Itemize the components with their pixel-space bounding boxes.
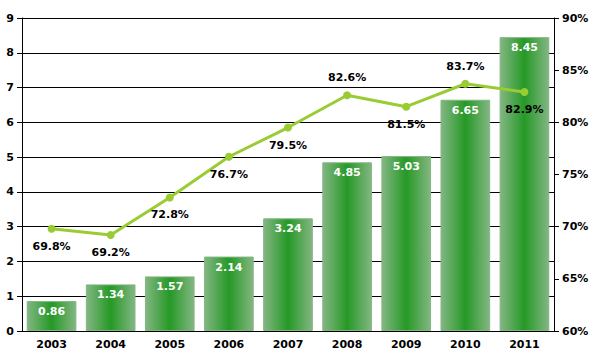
- svg-text:2007: 2007: [273, 338, 304, 351]
- svg-text:65%: 65%: [562, 272, 588, 285]
- svg-text:80%: 80%: [562, 116, 588, 129]
- svg-text:82.9%: 82.9%: [505, 103, 543, 116]
- svg-text:6.65: 6.65: [452, 104, 479, 117]
- svg-text:83.7%: 83.7%: [446, 60, 484, 73]
- svg-text:69.8%: 69.8%: [32, 240, 70, 253]
- svg-text:2.14: 2.14: [215, 261, 242, 274]
- svg-text:79.5%: 79.5%: [269, 139, 307, 152]
- svg-text:3: 3: [6, 220, 14, 233]
- svg-text:4: 4: [6, 185, 14, 198]
- svg-text:81.5%: 81.5%: [387, 118, 425, 131]
- svg-text:72.8%: 72.8%: [151, 208, 189, 221]
- svg-text:0: 0: [6, 325, 14, 338]
- svg-text:2004: 2004: [95, 338, 126, 351]
- svg-text:2009: 2009: [391, 338, 422, 351]
- svg-text:3.24: 3.24: [274, 222, 301, 235]
- svg-text:60%: 60%: [562, 325, 588, 338]
- svg-text:8: 8: [6, 46, 14, 59]
- svg-text:1: 1: [6, 290, 14, 303]
- svg-text:76.7%: 76.7%: [210, 168, 248, 181]
- svg-text:75%: 75%: [562, 168, 588, 181]
- svg-text:70%: 70%: [562, 220, 588, 233]
- svg-text:2006: 2006: [214, 338, 245, 351]
- svg-text:2011: 2011: [509, 338, 540, 351]
- svg-text:69.2%: 69.2%: [92, 246, 130, 259]
- svg-text:9: 9: [6, 12, 14, 25]
- svg-text:4.85: 4.85: [334, 166, 361, 179]
- svg-text:82.6%: 82.6%: [328, 71, 366, 84]
- svg-text:5: 5: [6, 151, 14, 164]
- svg-text:6: 6: [6, 116, 14, 129]
- svg-text:1.34: 1.34: [97, 288, 124, 301]
- svg-text:90%: 90%: [562, 12, 588, 25]
- svg-text:2003: 2003: [36, 338, 67, 351]
- svg-text:2008: 2008: [332, 338, 363, 351]
- svg-text:5.03: 5.03: [393, 160, 420, 173]
- svg-text:1.57: 1.57: [156, 280, 183, 293]
- svg-text:2010: 2010: [450, 338, 481, 351]
- svg-text:0.86: 0.86: [38, 305, 65, 318]
- svg-text:7: 7: [6, 81, 14, 94]
- svg-text:2005: 2005: [154, 338, 185, 351]
- svg-text:85%: 85%: [562, 64, 588, 77]
- svg-text:8.45: 8.45: [511, 41, 538, 54]
- svg-text:2: 2: [6, 255, 14, 268]
